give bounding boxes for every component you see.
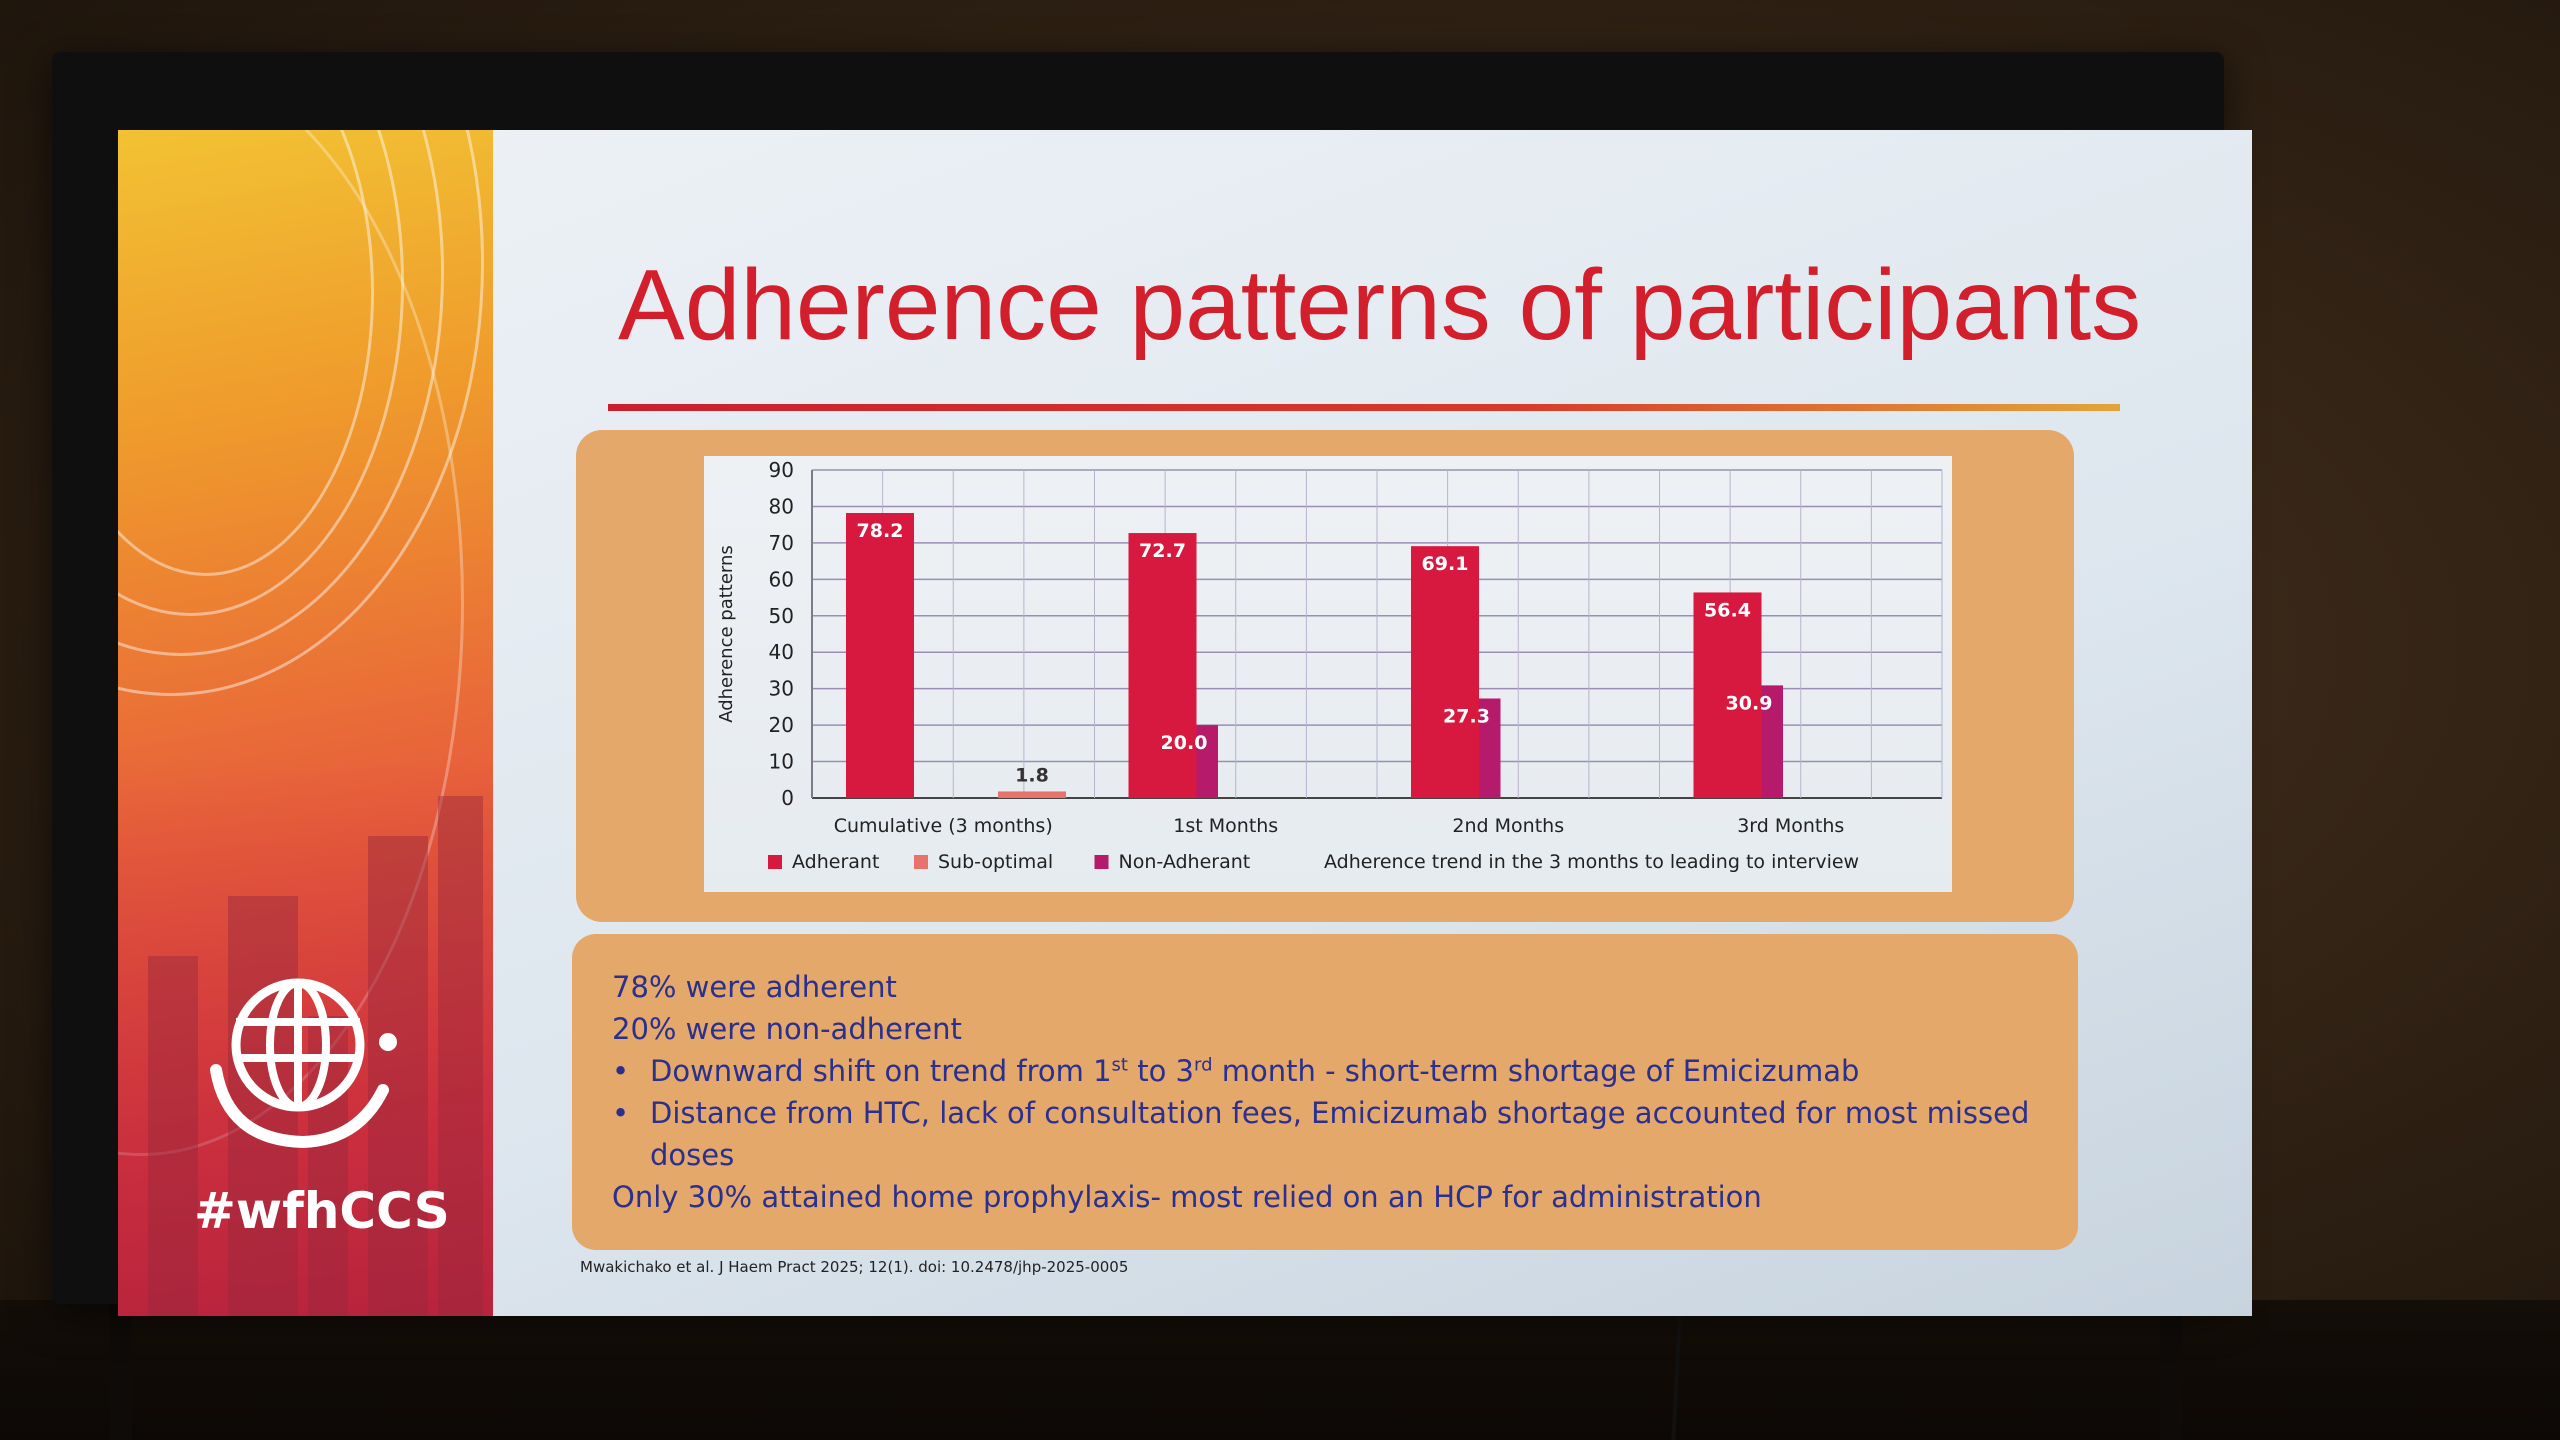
city-skyline — [118, 756, 493, 1316]
category-label: 1st Months — [1173, 815, 1278, 837]
summary-adherent: 78% were adherent — [612, 970, 897, 1004]
legend-swatch — [768, 855, 782, 869]
floor — [0, 1300, 2560, 1440]
summary-home-prophylaxis: Only 30% attained home prophylaxis- most… — [612, 1180, 1762, 1214]
chart-panel: 0 10 20 30 40 50 60 70 80 90 Adherence patterns 78.… — [576, 430, 2074, 922]
bar-adherant-3 — [1693, 592, 1762, 798]
summary-panel: 78% were adherent 20% were non-adherent … — [572, 934, 2078, 1250]
slide-title: Adherence patterns of participants — [618, 249, 2142, 361]
bar-adherant-1 — [1128, 533, 1197, 798]
bullet-dot: • — [612, 1054, 630, 1088]
chart-caption: Adherence trend in the 3 months to leadi… — [1324, 851, 1859, 873]
bullet-trend: • Downward shift on trend from 1st to 3rd… — [612, 1054, 1859, 1088]
data-label: 20.0 — [1161, 732, 1208, 754]
legend-label: Non-Adherant — [1119, 851, 1251, 873]
bullet-trend-text-c: month - short-term shortage of Emicizuma… — [1212, 1054, 1860, 1088]
stand-leg-right — [2160, 1300, 2182, 1440]
bullet-trend-sup-2: rd — [1194, 1054, 1213, 1076]
legend-label: Sub-optimal — [938, 851, 1053, 873]
data-label: 69.1 — [1422, 553, 1469, 575]
chart-area: 0 10 20 30 40 50 60 70 80 90 Adherence patterns 78.… — [704, 456, 2066, 892]
y-tick-label: 50 — [769, 604, 794, 628]
y-tick-label: 90 — [769, 458, 794, 482]
bar-sub-optimal-0 — [998, 791, 1066, 798]
category-label: Cumulative (3 months) — [834, 815, 1053, 837]
data-label: 30.9 — [1726, 692, 1773, 714]
summary-non-adherent: 20% were non-adherent — [612, 1012, 962, 1046]
globe-hand-icon — [210, 978, 397, 1149]
bullet-trend-text-a: Downward shift on trend from 1 — [650, 1054, 1112, 1088]
data-label: 1.8 — [1015, 764, 1049, 786]
bullet-trend-sup-1: st — [1111, 1054, 1128, 1076]
slide-screen: #wfhCCS Adherence patterns of participan… — [118, 130, 2252, 1316]
bar-adherant-0 — [846, 513, 914, 798]
data-label: 27.3 — [1443, 706, 1490, 728]
legend-label: Adherant — [792, 851, 879, 873]
bar-adherant-2 — [1411, 546, 1479, 798]
bullet-missed-doses: • Distance from HTC, lack of consultation… — [612, 1096, 2029, 1130]
bullet-missed-doses-cont: doses — [650, 1138, 735, 1172]
legend-swatch — [914, 855, 928, 869]
bullet-dot: • — [612, 1096, 630, 1130]
title-divider — [608, 404, 2120, 411]
y-tick-label: 20 — [769, 713, 794, 737]
hashtag: #wfhCCS — [194, 1182, 450, 1240]
y-tick-label: 70 — [769, 531, 794, 555]
category-label: 2nd Months — [1452, 815, 1564, 837]
citation: Mwakichako et al. J Haem Pract 2025; 12(… — [580, 1258, 1129, 1276]
y-tick-label: 30 — [769, 677, 794, 701]
category-label: 3rd Months — [1737, 815, 1844, 837]
y-tick-label: 60 — [769, 567, 794, 591]
data-label: 78.2 — [857, 520, 904, 542]
y-tick-label: 40 — [769, 640, 794, 664]
data-label: 72.7 — [1139, 540, 1186, 562]
bar-chart: 0 10 20 30 40 50 60 70 80 90 Adherence patterns 78.… — [716, 458, 2066, 873]
legend-swatch — [1094, 855, 1109, 869]
stand-leg-left — [110, 1300, 132, 1440]
monitor: #wfhCCS Adherence patterns of participan… — [52, 52, 2252, 1316]
y-axis-label: Adherence patterns — [716, 545, 737, 723]
bullet-trend-text-b: to 3 — [1127, 1054, 1194, 1088]
bullet-missed-doses-text: Distance from HTC, lack of consultation … — [650, 1096, 2030, 1130]
y-tick-label: 10 — [769, 750, 794, 774]
side-panel: #wfhCCS — [118, 130, 493, 1316]
y-tick-label: 0 — [781, 786, 794, 810]
data-label: 56.4 — [1704, 599, 1751, 621]
y-tick-label: 80 — [769, 494, 794, 518]
